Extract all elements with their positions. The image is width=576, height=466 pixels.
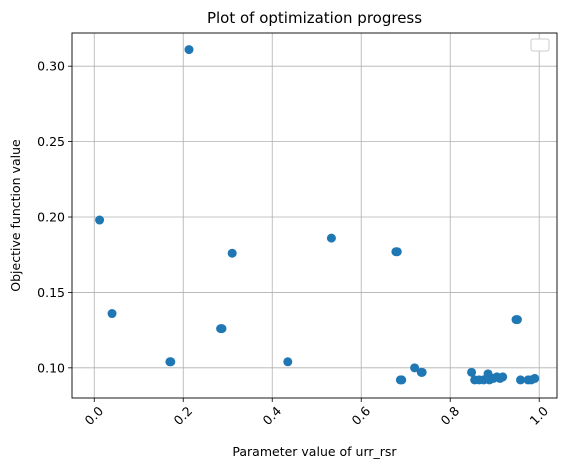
chart-title: Plot of optimization progress — [207, 9, 422, 27]
scatter-point — [392, 247, 402, 257]
scatter-point — [530, 373, 540, 383]
scatter-point — [107, 309, 117, 319]
scatter-point — [417, 367, 427, 377]
plot-frame — [71, 32, 558, 399]
y-tick-label: 0.25 — [37, 134, 65, 149]
grid-layer — [72, 33, 557, 398]
scatter-point — [184, 45, 194, 55]
y-tick-label: 0.30 — [37, 59, 65, 74]
scatter-point — [516, 375, 526, 385]
scatter-point — [326, 233, 336, 243]
y-tick-label: 0.15 — [37, 285, 65, 300]
scatter-point — [166, 357, 176, 367]
y-tick-label: 0.10 — [37, 360, 65, 375]
scatter-point — [410, 363, 420, 373]
points-layer — [95, 45, 540, 385]
y-tick-label: 0.20 — [37, 210, 65, 225]
scatter-point — [397, 375, 407, 385]
scatter-point — [95, 215, 105, 225]
scatter-point — [227, 248, 237, 258]
scatter-point — [283, 357, 293, 367]
legend-box — [530, 38, 550, 52]
scatter-point — [512, 315, 522, 325]
y-axis-title: Objective function value — [8, 139, 23, 292]
scatter-point — [467, 367, 477, 377]
x-axis-title: Parameter value of urr_rsr — [232, 444, 397, 459]
scatter-point — [217, 324, 227, 334]
scatter-point — [498, 372, 508, 382]
